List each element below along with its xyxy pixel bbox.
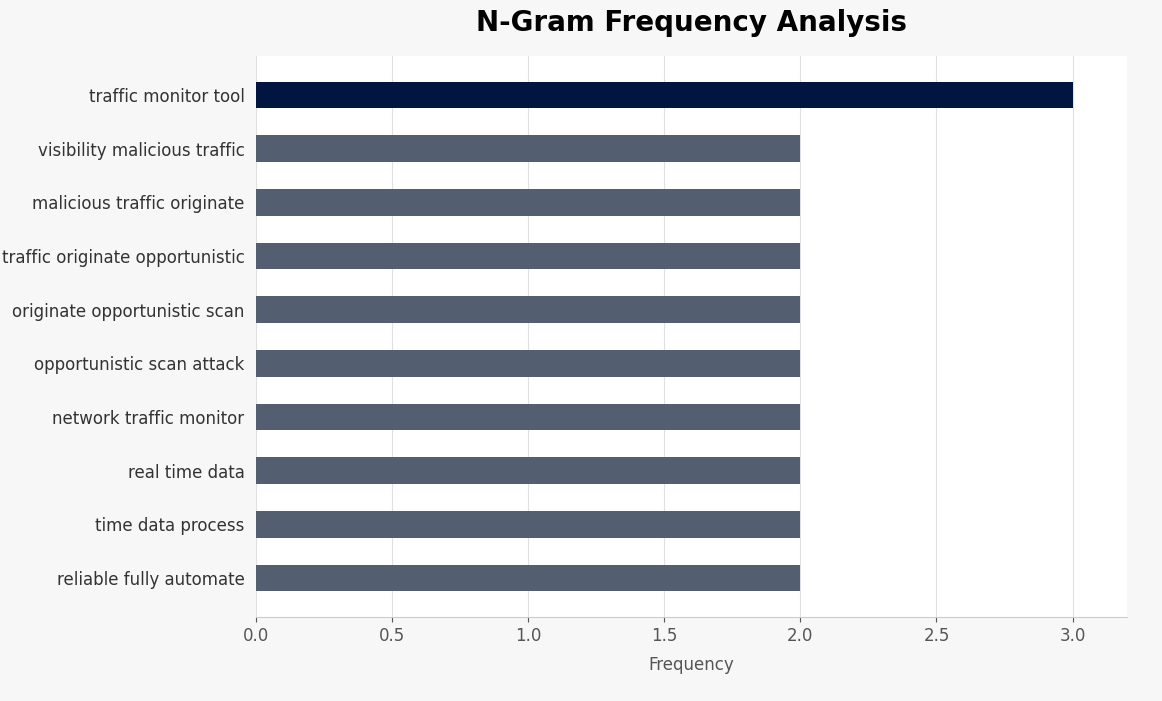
- Title: N-Gram Frequency Analysis: N-Gram Frequency Analysis: [476, 9, 906, 37]
- X-axis label: Frequency: Frequency: [648, 655, 734, 674]
- Bar: [256, 511, 801, 538]
- Bar: [256, 135, 801, 162]
- Bar: [256, 81, 1073, 109]
- Bar: [256, 243, 801, 269]
- Bar: [256, 457, 801, 484]
- Bar: [256, 189, 801, 216]
- Bar: [256, 564, 801, 592]
- Bar: [256, 350, 801, 376]
- Bar: [256, 297, 801, 323]
- Bar: [256, 404, 801, 430]
